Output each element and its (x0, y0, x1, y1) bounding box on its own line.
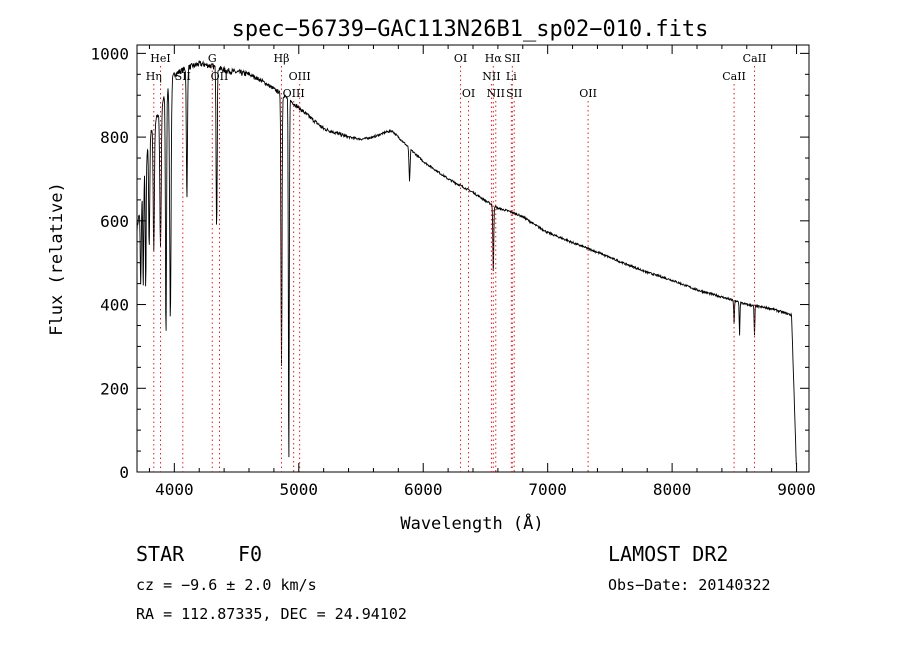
y-tick-label: 1000 (90, 44, 129, 63)
reference-line-label: NII (487, 87, 505, 100)
reference-line-label: OIII (289, 70, 311, 83)
y-tick-label: 400 (100, 296, 129, 315)
reference-line-label: OII (579, 87, 597, 100)
reference-line-label: Hη (146, 70, 162, 83)
observation-date: Obs−Date: 20140322 (608, 576, 771, 594)
reference-line-label: OI (454, 52, 467, 65)
object-type: STAR (136, 542, 185, 566)
y-tick-label: 0 (119, 463, 129, 482)
y-axis-label: Flux (relative) (47, 182, 67, 336)
coordinates: RA = 112.87335, DEC = 24.94102 (136, 605, 407, 623)
reference-line-label: NII (482, 70, 500, 83)
x-tick-label: 6000 (404, 480, 443, 499)
x-tick-label: 8000 (653, 480, 692, 499)
reference-line-label: SII (506, 87, 522, 100)
y-tick-label: 600 (100, 212, 129, 231)
reference-line-label: CaII (743, 52, 767, 65)
y-tick-label: 200 (100, 379, 129, 398)
reference-line-label: SII (175, 70, 191, 83)
spectrum-line (136, 60, 797, 465)
reference-line-label: OIII (283, 87, 305, 100)
reference-line-label: Hβ (274, 52, 290, 65)
reference-line-label: Hα (485, 52, 503, 65)
reference-line-label: OII (211, 70, 229, 83)
x-axis-label: Wavelength (Å) (400, 512, 543, 534)
x-tick-label: 4000 (155, 480, 194, 499)
x-tick-label: 7000 (528, 480, 567, 499)
reference-line-label: SII (504, 52, 520, 65)
redshift-velocity: cz = −9.6 ± 2.0 km/s (136, 576, 317, 594)
plot-frame (136, 44, 810, 473)
reference-line-label: CaII (722, 70, 746, 83)
reference-line-label: G (208, 52, 217, 65)
spectral-subclass: F0 (238, 542, 263, 566)
reference-line-label: OI (462, 87, 475, 100)
x-tick-label: 5000 (280, 480, 319, 499)
survey-name: LAMOST DR2 (608, 542, 729, 566)
chart-title: spec−56739−GAC113N26B1_sp02−010.fits (232, 17, 709, 42)
reference-line-label: HeI (150, 52, 170, 65)
y-tick-label: 800 (100, 128, 129, 147)
x-tick-label: 9000 (777, 480, 816, 499)
reference-line-label: Li (506, 70, 517, 83)
